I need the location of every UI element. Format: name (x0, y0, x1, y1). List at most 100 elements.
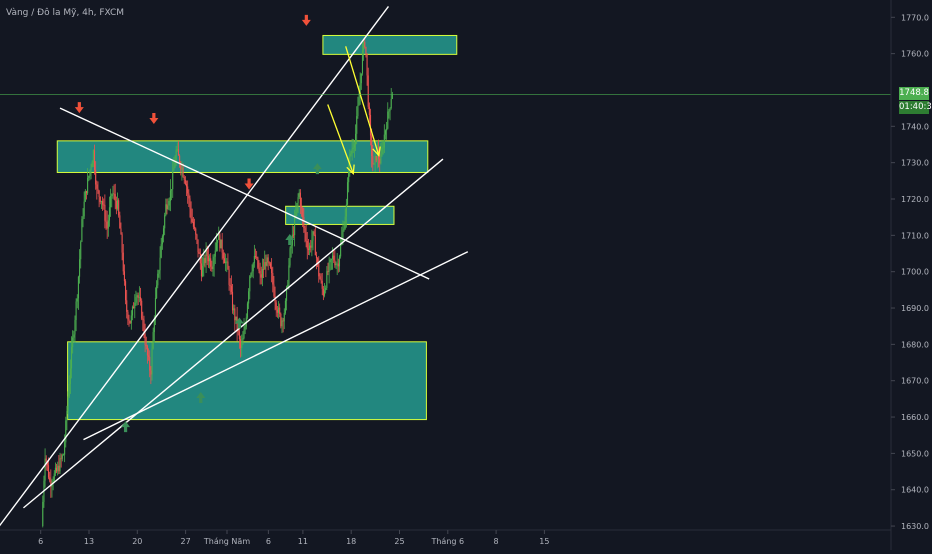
candle-body (183, 176, 185, 180)
candle-body (82, 216, 84, 220)
candle-up (380, 143, 382, 165)
candle-up (108, 196, 111, 227)
candle-body (148, 355, 150, 357)
price-axis-label: 1730.0 (901, 159, 929, 168)
candle-up (54, 462, 56, 477)
candle-down (240, 335, 242, 358)
candle-up (88, 175, 90, 182)
candle-up (169, 179, 171, 212)
trendline-rising-long[interactable] (83, 251, 469, 441)
trendlines-layer (0, 5, 469, 527)
candle-up (90, 163, 92, 180)
candle-body (264, 262, 266, 270)
candle-up (391, 91, 393, 100)
candle-up (288, 258, 290, 290)
candle-body (275, 302, 277, 310)
candle-body (266, 257, 268, 266)
candle-body (44, 458, 46, 481)
candle-body (214, 250, 216, 257)
candle-body (325, 287, 327, 291)
price-axis-label: 1700.0 (901, 268, 929, 277)
candle-body (119, 215, 121, 229)
candle-body (359, 83, 361, 98)
candle-up (168, 197, 170, 211)
candle-up (374, 153, 376, 172)
candle-down (185, 180, 188, 196)
candle-up (68, 375, 70, 398)
candle-body (290, 245, 292, 249)
candle-body (116, 200, 119, 209)
candle-up (297, 193, 299, 214)
candle-up (340, 238, 342, 259)
trendline-rising-mid[interactable] (23, 158, 444, 509)
candle-body (184, 179, 186, 185)
candle-down (60, 453, 62, 468)
candle-body (281, 320, 283, 327)
candle-body (219, 234, 221, 249)
candle-up (246, 301, 249, 320)
sell-arrow-marker (301, 14, 311, 26)
candle-up (252, 262, 254, 279)
candle-body (177, 149, 180, 156)
candle-body (268, 262, 270, 264)
candle-body (306, 241, 308, 249)
candle-down (50, 469, 52, 498)
candle-body (343, 228, 345, 231)
candle-down (187, 180, 189, 204)
candle-down (273, 275, 275, 298)
candle-down (189, 195, 191, 218)
trendline-falling-resistance[interactable] (59, 107, 430, 280)
candle-body (303, 217, 305, 229)
candle-down (236, 306, 238, 342)
candle-up (352, 138, 354, 154)
candle-body (70, 347, 73, 369)
candle-down (166, 198, 168, 215)
candle-body (222, 252, 224, 259)
candle-down (142, 311, 144, 332)
time-axis-label: 18 (346, 537, 356, 546)
candle-body (279, 307, 281, 314)
candle-body (164, 215, 166, 229)
candle-body (291, 234, 293, 246)
candle-up (81, 216, 83, 243)
price-axis-label: 1690.0 (901, 304, 929, 313)
trendline-rising-steep[interactable] (0, 5, 390, 527)
candle-up (249, 275, 251, 300)
candle-body (51, 483, 53, 487)
candle-down (200, 254, 203, 282)
candle-body (244, 326, 246, 330)
candle-body (108, 207, 111, 221)
candle-up (346, 177, 349, 206)
candle-body (356, 116, 358, 134)
price-axis-label: 1760.0 (901, 50, 929, 59)
candle-body (384, 130, 387, 135)
candle-down (231, 284, 234, 314)
candle-down (102, 196, 104, 211)
candle-up (79, 249, 81, 284)
candle-body (142, 318, 144, 320)
candle-body (114, 194, 116, 201)
candle-body (45, 458, 47, 462)
candle-up (76, 294, 78, 309)
candle-body (218, 234, 220, 240)
candle-down (194, 218, 196, 231)
candle-body (241, 344, 243, 349)
candle-down (229, 278, 231, 295)
candle-up (325, 285, 327, 294)
candle-body (110, 196, 112, 208)
candle-body (284, 300, 286, 314)
candle-body (258, 267, 260, 272)
candle-body (156, 285, 158, 299)
candle-body (223, 258, 226, 264)
candle-up (214, 242, 216, 264)
candle-body (131, 306, 134, 316)
candle-body (217, 239, 219, 243)
candle-body (296, 203, 298, 213)
candle-body (225, 261, 227, 264)
candle-body (319, 276, 321, 280)
candle-up (57, 461, 59, 476)
candle-body (348, 167, 350, 183)
